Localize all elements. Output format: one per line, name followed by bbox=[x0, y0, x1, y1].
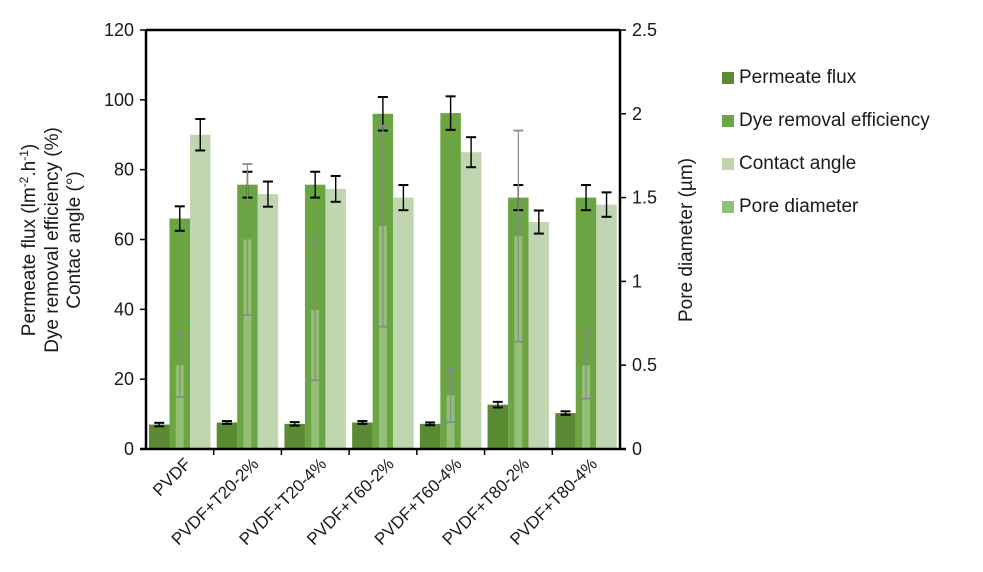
bar-contact-angle bbox=[190, 134, 211, 449]
legend-item-permeate-flux: Permeate flux bbox=[722, 56, 930, 99]
error-bars-layer bbox=[154, 95, 612, 428]
bar-pore-diameter bbox=[582, 365, 591, 449]
bar-contact-angle bbox=[460, 152, 482, 450]
bar-contact-angle bbox=[393, 197, 414, 449]
legend: Permeate flux Dye removal efficiency Con… bbox=[722, 56, 930, 228]
y2-tick-label: 2.5 bbox=[632, 20, 657, 40]
bar-permeate-flux bbox=[216, 422, 238, 449]
ticks-layer bbox=[140, 29, 626, 455]
bar-pore-diameter bbox=[378, 226, 387, 449]
bar-dye-removal-efficiency bbox=[575, 197, 597, 449]
y2-tick-label: 1.5 bbox=[632, 188, 657, 208]
legend-swatch-pore-diameter bbox=[722, 200, 734, 213]
bar-permeate-flux bbox=[487, 404, 509, 449]
y2-tick-label: 0 bbox=[632, 439, 642, 459]
y-tick-label: 100 bbox=[104, 90, 134, 110]
bar-permeate-flux bbox=[149, 424, 170, 449]
legend-label: Contact angle bbox=[739, 152, 857, 174]
legend-item-contact-angle: Contact angle bbox=[722, 142, 930, 185]
bar-contact-angle bbox=[257, 194, 279, 449]
bar-contact-angle bbox=[325, 188, 346, 449]
bar-pore-diameter bbox=[243, 239, 252, 449]
y-tick-label: 0 bbox=[124, 439, 134, 459]
bar-contact-angle bbox=[528, 222, 550, 449]
bar-pore-diameter bbox=[175, 365, 184, 449]
bar-permeate-flux bbox=[419, 423, 441, 449]
y-tick-label: 40 bbox=[114, 299, 134, 319]
bar-permeate-flux bbox=[284, 423, 305, 449]
bar-permeate-flux bbox=[555, 413, 576, 449]
y-axis-title-line1: Permeate flux (lm-2.h-1) bbox=[17, 144, 40, 336]
legend-swatch-contact-angle bbox=[722, 157, 734, 170]
y2-tick-label: 0.5 bbox=[632, 355, 657, 375]
y-tick-label: 120 bbox=[104, 20, 134, 40]
y-tick-label: 60 bbox=[114, 230, 134, 250]
legend-label: Permeate flux bbox=[739, 66, 857, 88]
legend-label: Dye removal efficiency bbox=[739, 109, 930, 131]
legend-label: Pore diameter bbox=[739, 195, 859, 217]
y2-tick-label: 2 bbox=[632, 104, 642, 124]
bar-contact-angle bbox=[596, 204, 617, 449]
y2-axis-title: Pore diameter (µm) bbox=[676, 158, 697, 322]
legend-swatch-permeate-flux bbox=[722, 71, 734, 84]
bar-permeate-flux bbox=[352, 422, 373, 449]
y2-tick-label: 1 bbox=[632, 271, 642, 291]
bar-dye-removal-efficiency bbox=[440, 113, 461, 449]
y-axis-title-line2: Dye removal efficiency (%) bbox=[42, 127, 63, 353]
x-tick-label: PVDF bbox=[149, 454, 194, 499]
legend-swatch-dye-removal bbox=[722, 114, 734, 127]
y-tick-label: 80 bbox=[114, 160, 134, 180]
legend-item-pore-diameter: Pore diameter bbox=[722, 185, 930, 228]
legend-item-dye-removal: Dye removal efficiency bbox=[722, 99, 930, 142]
y-tick-label: 20 bbox=[114, 369, 134, 389]
y-axis-title-line3: Contac angle (°) bbox=[64, 171, 85, 309]
